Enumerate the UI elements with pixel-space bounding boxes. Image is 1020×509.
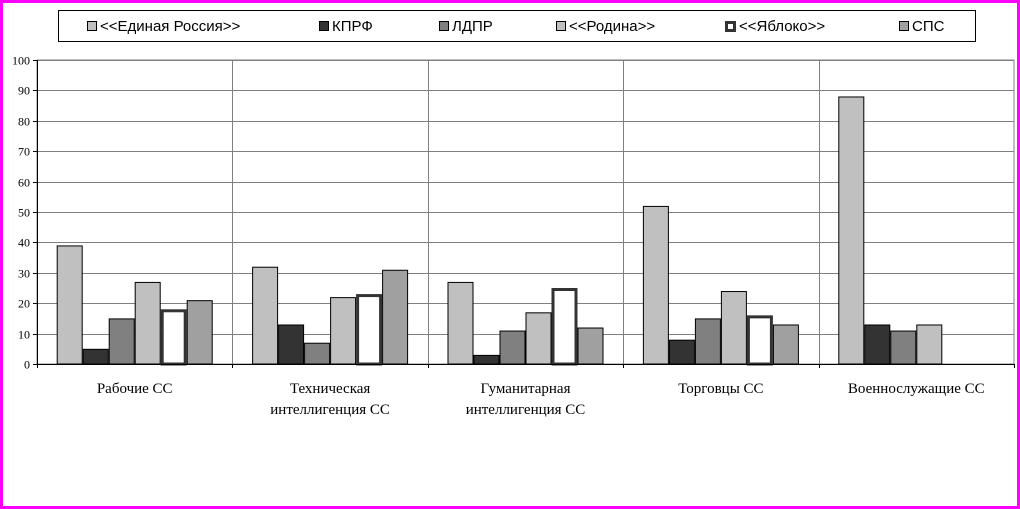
legend-item-yabloko: <<Яблоко>> <box>725 11 825 41</box>
bar <box>838 96 865 365</box>
bar <box>278 324 305 365</box>
y-tick-label: 30 <box>18 267 30 281</box>
legend-swatch <box>899 21 909 31</box>
x-category-label: интеллигенция СС <box>270 402 390 418</box>
bar <box>56 245 83 365</box>
bar <box>186 300 213 365</box>
bar <box>304 342 331 365</box>
bar <box>577 327 604 365</box>
bar <box>525 312 552 365</box>
y-tick-label: 50 <box>18 206 30 220</box>
bar <box>642 205 669 365</box>
y-tick-label: 90 <box>18 84 30 98</box>
legend-swatch <box>439 21 449 31</box>
x-category-label: Торговцы СС <box>678 381 763 397</box>
legend-item-edinaya-rossiya: <<Единая Россия>> <box>87 11 240 41</box>
legend-label: <<Яблоко>> <box>739 17 826 35</box>
y-tick-label: 0 <box>24 358 30 372</box>
bar <box>473 354 500 365</box>
bar <box>499 330 526 365</box>
bar <box>668 339 695 365</box>
legend-item-sps: СПС <box>899 11 944 41</box>
legend-swatch <box>87 21 97 31</box>
legend-item-ldpr: ЛДПР <box>439 11 493 41</box>
y-tick-label: 80 <box>18 115 30 129</box>
bar <box>720 291 747 365</box>
legend-label: <<Единая Россия>> <box>100 17 241 35</box>
x-category-label: Военнослужащие СС <box>848 381 985 397</box>
y-tick-label: 70 <box>18 145 30 159</box>
chart-legend: <<Единая Россия>> КПРФ ЛДПР <<Родина>> <… <box>58 10 976 42</box>
bar <box>551 288 578 366</box>
bar <box>134 281 161 365</box>
legend-item-rodina: <<Родина>> <box>556 11 655 41</box>
bar <box>694 318 721 365</box>
x-category-label: Рабочие СС <box>97 381 173 397</box>
y-tick-label: 40 <box>18 236 30 250</box>
x-category-label: Техническая <box>290 381 371 397</box>
y-tick-label: 60 <box>18 176 30 190</box>
bar <box>82 348 109 365</box>
bar <box>382 269 409 365</box>
bar <box>252 266 279 365</box>
bar <box>916 324 943 365</box>
y-tick-label: 10 <box>18 328 30 342</box>
bar <box>447 281 474 365</box>
bar <box>772 324 799 365</box>
x-category-label: интеллигенция СС <box>466 402 586 418</box>
bar <box>330 297 357 365</box>
legend-swatch <box>725 20 736 32</box>
legend-label: ЛДПР <box>452 17 493 35</box>
legend-swatch <box>319 21 329 31</box>
legend-swatch <box>556 21 566 31</box>
legend-item-kprf: КПРФ <box>319 11 373 41</box>
legend-label: СПС <box>912 17 945 35</box>
legend-label: <<Родина>> <box>569 17 656 35</box>
bar <box>160 309 187 366</box>
bar <box>864 324 891 365</box>
bar <box>356 294 383 366</box>
bar <box>746 315 773 366</box>
y-tick-label: 100 <box>12 54 30 68</box>
y-tick-label: 20 <box>18 297 30 311</box>
x-category-label: Гуманитарная <box>481 381 571 397</box>
bar <box>890 330 917 365</box>
bar <box>108 318 135 365</box>
legend-label: КПРФ <box>332 17 373 35</box>
